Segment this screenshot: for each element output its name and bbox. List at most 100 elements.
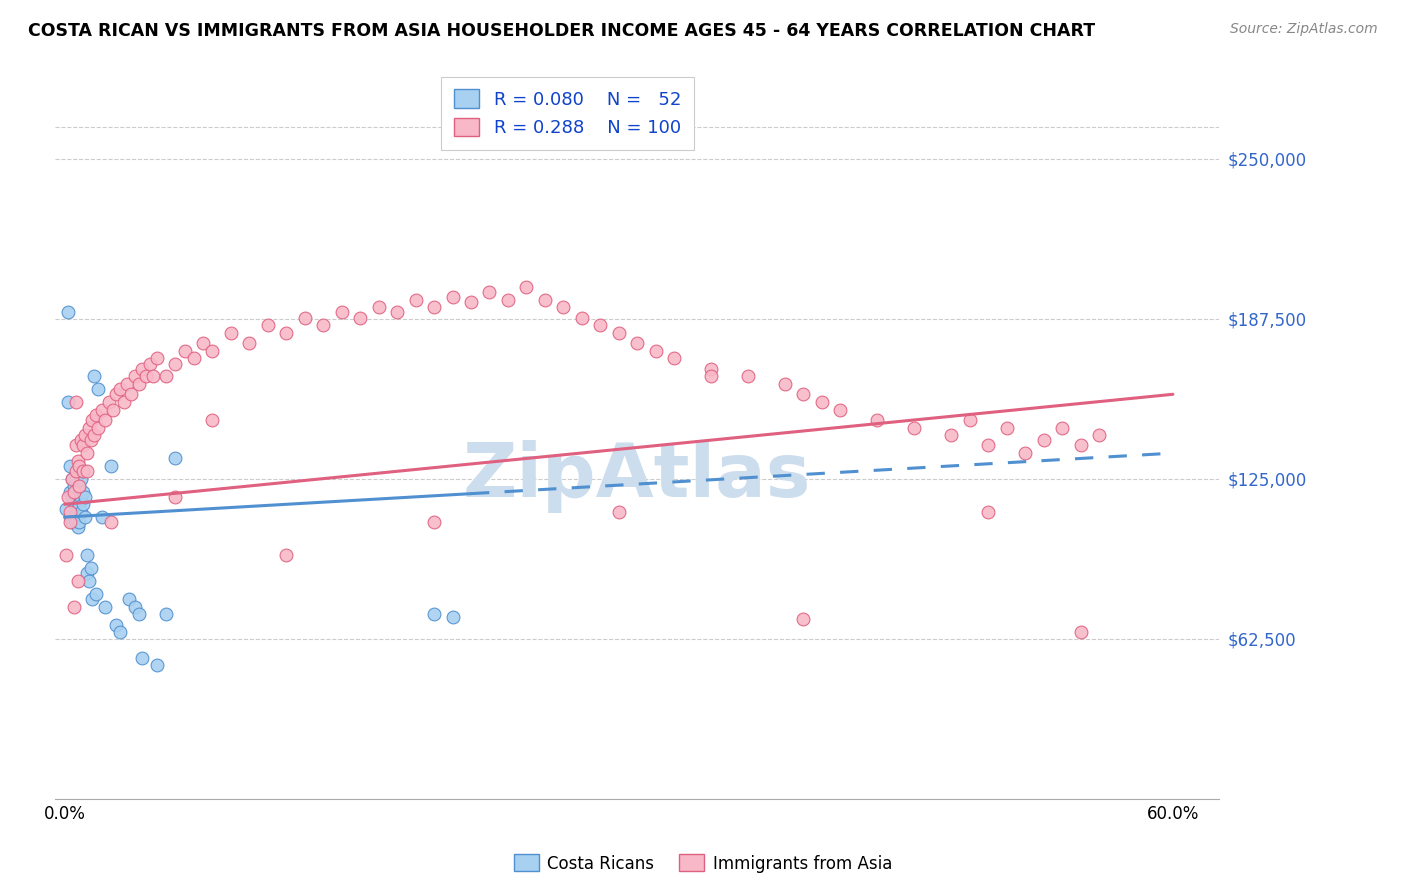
Point [146, 351, 169, 366]
Point [201, 343, 224, 358]
Point [124, 369, 146, 384]
Point [460, 295, 482, 310]
Point [173, 343, 195, 358]
Point [100, 458, 122, 473]
Point [423, 515, 446, 529]
Point [65, 484, 87, 499]
Text: COSTA RICAN VS IMMIGRANTS FROM ASIA HOUSEHOLDER INCOME AGES 45 - 64 YEARS CORREL: COSTA RICAN VS IMMIGRANTS FROM ASIA HOUS… [28, 22, 1095, 40]
Point [77, 420, 100, 434]
Point [65, 515, 87, 529]
Point [515, 280, 537, 294]
Point [55, 549, 77, 563]
Legend: Costa Ricans, Immigrants from Asia: Costa Ricans, Immigrants from Asia [508, 847, 898, 880]
Point [792, 612, 814, 626]
Point [108, 382, 131, 396]
Point [626, 336, 648, 351]
Point [165, 357, 187, 371]
Point [142, 369, 165, 384]
Point [108, 625, 131, 640]
Point [773, 377, 796, 392]
Point [72, 438, 94, 452]
Point [87, 382, 110, 396]
Point [1088, 428, 1111, 442]
Point [66, 520, 89, 534]
Point [700, 361, 723, 376]
Point [72, 497, 94, 511]
Point [146, 658, 169, 673]
Point [349, 310, 371, 325]
Point [977, 505, 1000, 519]
Point [60, 515, 83, 529]
Point [589, 318, 612, 333]
Point [201, 413, 224, 427]
Point [117, 377, 139, 392]
Point [423, 607, 446, 622]
Point [63, 484, 86, 499]
Point [441, 610, 464, 624]
Point [65, 438, 87, 452]
Point [70, 505, 93, 519]
Point [219, 326, 242, 340]
Point [1032, 434, 1054, 448]
Point [66, 454, 89, 468]
Point [193, 336, 215, 351]
Point [67, 479, 90, 493]
Point [94, 413, 117, 427]
Point [385, 305, 408, 319]
Point [478, 285, 501, 299]
Point [59, 515, 82, 529]
Point [276, 326, 298, 340]
Point [571, 310, 593, 325]
Point [76, 549, 98, 563]
Point [70, 472, 93, 486]
Point [59, 510, 82, 524]
Point [1070, 438, 1092, 452]
Point [131, 650, 153, 665]
Point [423, 301, 446, 315]
Text: ZipAtlas: ZipAtlas [463, 440, 811, 513]
Point [165, 490, 187, 504]
Point [60, 472, 83, 486]
Point [737, 369, 759, 384]
Point [662, 351, 685, 366]
Point [73, 510, 96, 524]
Point [76, 464, 98, 478]
Point [238, 336, 260, 351]
Point [70, 434, 93, 448]
Point [58, 395, 80, 409]
Point [165, 451, 187, 466]
Point [183, 351, 205, 366]
Point [82, 413, 104, 427]
Point [84, 587, 107, 601]
Point [94, 599, 117, 614]
Point [155, 607, 177, 622]
Point [405, 293, 427, 307]
Point [59, 484, 82, 499]
Point [59, 458, 82, 473]
Point [112, 395, 135, 409]
Point [124, 599, 146, 614]
Point [644, 343, 666, 358]
Point [76, 566, 98, 581]
Point [1070, 625, 1092, 640]
Point [1014, 446, 1036, 460]
Point [105, 387, 128, 401]
Point [959, 413, 981, 427]
Point [256, 318, 278, 333]
Point [441, 290, 464, 304]
Point [77, 574, 100, 588]
Point [70, 490, 93, 504]
Point [811, 395, 834, 409]
Point [60, 490, 83, 504]
Point [553, 301, 575, 315]
Point [72, 464, 94, 478]
Point [135, 369, 157, 384]
Point [155, 369, 177, 384]
Point [83, 369, 105, 384]
Point [67, 515, 90, 529]
Point [903, 420, 925, 434]
Point [866, 413, 889, 427]
Point [58, 490, 80, 504]
Point [67, 479, 90, 493]
Point [128, 377, 150, 392]
